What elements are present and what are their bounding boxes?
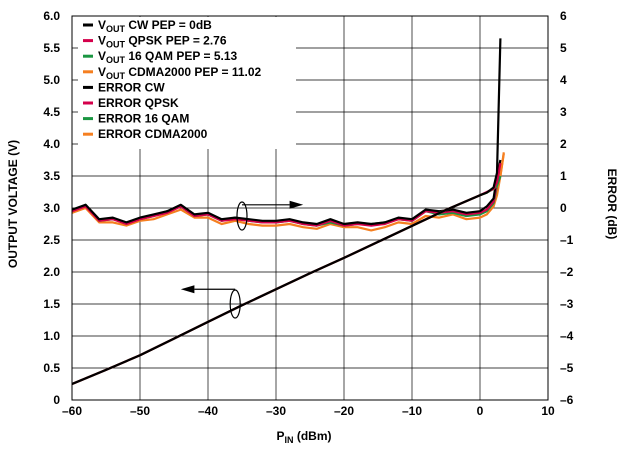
x-tick-labels: –60 –50 –40 –30 –20 –10 0 10 xyxy=(62,404,555,418)
y-right-tick-label: 5 xyxy=(560,41,567,55)
error-series-line xyxy=(71,159,502,226)
legend-entry: VOUT CW PEP = 0dB xyxy=(98,18,212,34)
error-curve-marker xyxy=(236,201,248,231)
legend-entry: VOUT CDMA2000 PEP = 11.02 xyxy=(98,65,262,81)
x-tick-label: 10 xyxy=(541,404,555,418)
y-left-tick-label: 1.0 xyxy=(43,329,60,343)
y-right-tick-label: –1 xyxy=(560,233,574,247)
y-left-tick-label: 0 xyxy=(53,393,60,407)
y-left-tick-label: 5.5 xyxy=(43,41,60,55)
y-right-tick-label: –4 xyxy=(560,329,574,343)
plot-series xyxy=(71,38,505,386)
x-tick-label: –10 xyxy=(402,404,422,418)
y-right-tick-label: 1 xyxy=(560,169,567,183)
y-right-tick-label: 0 xyxy=(560,201,567,215)
vout-series-line xyxy=(71,175,502,386)
vout-series-line xyxy=(71,152,505,386)
x-axis-title-main: P xyxy=(276,429,284,443)
y-left-tick-label: 2.5 xyxy=(43,233,60,247)
error-series-line xyxy=(71,153,505,232)
legend-entry: ERROR CDMA2000 xyxy=(98,127,208,141)
x-tick-label: –20 xyxy=(334,404,354,418)
vout-series-line xyxy=(71,38,502,386)
x-tick-label: –30 xyxy=(266,404,286,418)
y-left-axis-title: OUTPUT VOLTAGE (V) xyxy=(6,140,20,268)
y-left-tick-label: 1.5 xyxy=(43,297,60,311)
x-axis-title-sub: IN xyxy=(285,435,294,445)
x-tick-label: –50 xyxy=(130,404,150,418)
y-right-tick-label: –6 xyxy=(560,393,574,407)
x-tick-label: 0 xyxy=(477,404,484,418)
y-right-tick-label: 3 xyxy=(560,105,567,119)
left-axis-arrowhead xyxy=(180,285,195,294)
y-left-tick-labels: 0 0.5 1.0 1.5 2.0 2.5 3.0 3.5 4.0 4.5 5.0 5.5 6.0 xyxy=(43,9,60,407)
error-series-line xyxy=(71,163,502,227)
plot-frame xyxy=(71,15,549,401)
y-left-tick-label: 4.0 xyxy=(43,137,60,151)
x-axis-title: PIN (dBm) xyxy=(276,429,331,445)
legend-entry: ERROR QPSK xyxy=(98,96,179,110)
y-right-tick-label: 6 xyxy=(560,9,567,23)
vout-series-line xyxy=(71,163,502,386)
y-left-tick-label: 0.5 xyxy=(43,361,60,375)
legend-entry: ERROR 16 QAM xyxy=(98,112,189,126)
y-left-tick-label: 4.5 xyxy=(43,105,60,119)
y-right-tick-label: –5 xyxy=(560,361,574,375)
y-left-tick-label: 3.5 xyxy=(43,169,60,183)
y-right-axis-title: ERROR (dB) xyxy=(605,169,619,240)
y-left-tick-label: 2.0 xyxy=(43,265,60,279)
legend-entry: VOUT QPSK PEP = 2.76 xyxy=(98,34,227,50)
y-right-tick-label: –3 xyxy=(560,297,574,311)
y-left-tick-label: 3.0 xyxy=(43,201,60,215)
legend-background xyxy=(78,17,296,149)
legend-entry: ERROR CW xyxy=(98,80,165,94)
y-left-tick-label: 6.0 xyxy=(43,9,60,23)
x-axis-title-rest: (dBm) xyxy=(294,429,332,443)
vout-curve-marker xyxy=(229,289,241,319)
legend-entry: VOUT 16 QAM PEP = 5.13 xyxy=(98,49,238,65)
y-left-tick-label: 5.0 xyxy=(43,73,60,87)
y-right-tick-label: 2 xyxy=(560,137,567,151)
x-tick-label: –40 xyxy=(198,404,218,418)
y-right-tick-label: 4 xyxy=(560,73,567,87)
right-axis-arrowhead xyxy=(289,200,304,209)
annotations xyxy=(180,200,304,319)
y-right-tick-labels: –6 –5 –4 –3 –2 –1 0 1 2 3 4 5 6 xyxy=(560,9,574,407)
x-tick-label: –60 xyxy=(62,404,82,418)
grid xyxy=(71,15,549,401)
y-right-tick-label: –2 xyxy=(560,265,574,279)
